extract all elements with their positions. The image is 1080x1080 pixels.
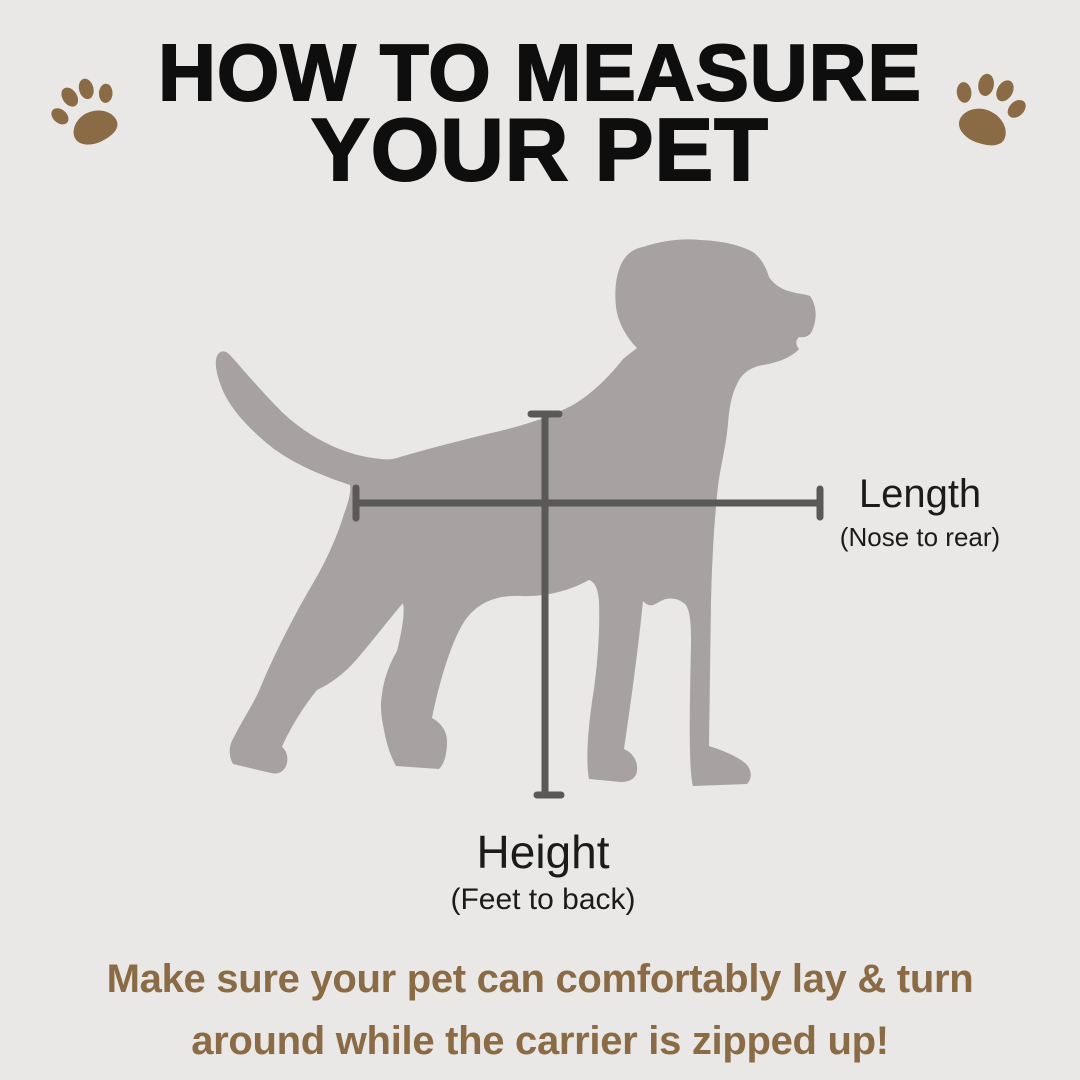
footer-message: Make sure your pet can comfortably lay &… bbox=[0, 948, 1080, 1072]
height-label-group: Height (Feet to back) bbox=[390, 826, 696, 918]
paw-print-icon bbox=[934, 52, 1044, 162]
length-label: Length bbox=[858, 472, 982, 516]
height-label: Height bbox=[476, 826, 610, 878]
height-measure-line bbox=[527, 410, 565, 799]
page-title-line-1: HOW TO MEASURE bbox=[157, 28, 922, 117]
page-title: HOW TO MEASURE YOUR PET bbox=[0, 28, 1080, 199]
page-title-line-2: YOUR PET bbox=[310, 100, 769, 199]
dog-silhouette bbox=[215, 239, 816, 787]
length-measure-line bbox=[352, 484, 824, 522]
height-sublabel: (Feet to back) bbox=[450, 883, 636, 916]
length-sublabel: (Nose to rear) bbox=[839, 522, 1001, 552]
length-label-group: Length (Nose to rear) bbox=[815, 471, 1025, 553]
footer-message-line-1: Make sure your pet can comfortably lay &… bbox=[106, 957, 974, 1001]
paw-print-icon bbox=[33, 57, 139, 163]
footer-message-line-2: around while the carrier is zipped up! bbox=[191, 1019, 889, 1063]
